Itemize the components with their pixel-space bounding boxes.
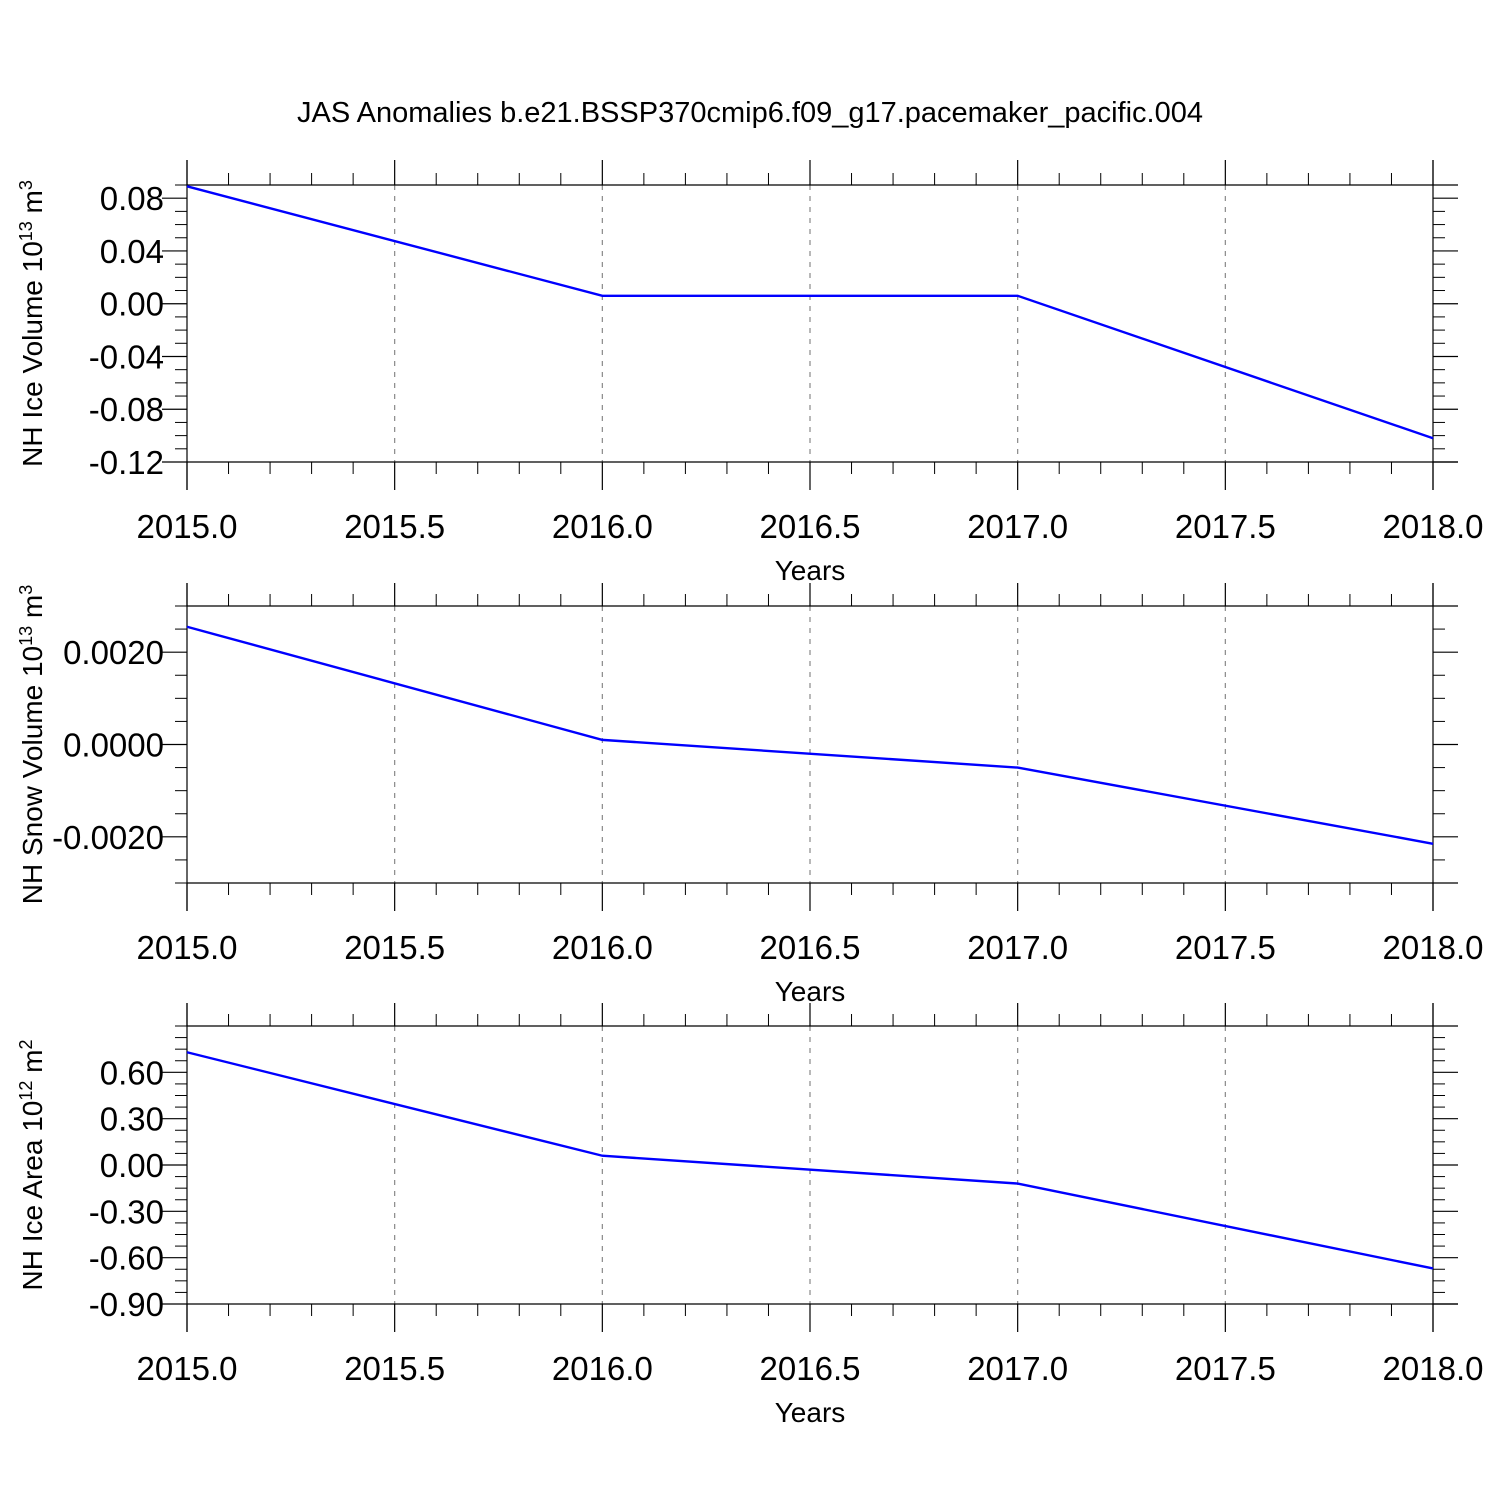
x-tick-label: 2015.0: [137, 1350, 238, 1387]
chart-panel-2: 2015.0 2015.5 2016.0 2016.5 2017.0 2017.5 2018…: [16, 583, 1483, 1007]
x-tick-label: 2015.0: [137, 929, 238, 966]
y-tick-label: 0.0000: [63, 727, 164, 764]
chart-panel-1: 2015.0 2015.5 2016.0 2016.5 2017.0 2017.5 2018…: [16, 160, 1483, 586]
series-line: [186, 1051, 1434, 1270]
y-axis-label: NH Ice Volume 1013 m3: [16, 180, 48, 467]
y-tick-label: 0.08: [100, 180, 164, 217]
y-tick-label: 0.0020: [63, 634, 164, 671]
x-tick-label: 2017.0: [967, 929, 1068, 966]
y-tick-label: 0.60: [100, 1054, 164, 1091]
chart-panel-3: 2015.0 2015.5 2016.0 2016.5 2017.0 2017.5 2018…: [16, 1003, 1483, 1428]
figure-title: JAS Anomalies b.e21.BSSP370cmip6.f09_g17…: [297, 97, 1203, 129]
y-tick-label: -0.12: [89, 444, 164, 481]
y-tick-label: -0.04: [89, 338, 164, 375]
y-tick-label: -0.08: [89, 391, 164, 428]
x-tick-label: 2016.5: [760, 929, 861, 966]
x-tick-label: 2017.5: [1175, 508, 1276, 545]
x-tick-label: 2017.0: [967, 1350, 1068, 1387]
y-tick-label: -0.0020: [52, 819, 164, 856]
y-axis-label: NH Snow Volume 1013 m3: [16, 585, 48, 905]
x-tick-label: 2018.0: [1383, 1350, 1484, 1387]
x-tick-label: 2015.0: [137, 508, 238, 545]
x-tick-label: 2016.0: [552, 1350, 653, 1387]
x-tick-label: 2017.0: [967, 508, 1068, 545]
y-tick-label: 0.04: [100, 233, 164, 270]
x-tick-label: 2017.5: [1175, 1350, 1276, 1387]
x-axis-label: Years: [775, 1397, 846, 1428]
y-tick-label: 0.30: [100, 1101, 164, 1138]
y-tick-label: 0.00: [100, 286, 164, 323]
y-axis-label: NH Ice Area 1012 m2: [16, 1039, 48, 1290]
x-tick-label: 2017.5: [1175, 929, 1276, 966]
x-tick-label: 2018.0: [1383, 929, 1484, 966]
x-tick-label: 2016.0: [552, 929, 653, 966]
x-tick-label: 2016.0: [552, 508, 653, 545]
series-line: [186, 185, 1434, 440]
y-tick-label: -0.90: [89, 1286, 164, 1323]
x-axis-label: Years: [775, 555, 846, 586]
x-tick-label: 2018.0: [1383, 508, 1484, 545]
y-tick-label: -0.30: [89, 1193, 164, 1230]
series-line: [186, 625, 1434, 845]
y-tick-label: 0.00: [100, 1147, 164, 1184]
x-tick-label: 2015.5: [344, 508, 445, 545]
y-tick-label: -0.60: [89, 1240, 164, 1277]
x-tick-label: 2015.5: [344, 929, 445, 966]
x-tick-label: 2016.5: [760, 1350, 861, 1387]
x-tick-label: 2016.5: [760, 508, 861, 545]
x-tick-label: 2015.5: [344, 1350, 445, 1387]
x-axis-label: Years: [775, 976, 846, 1007]
